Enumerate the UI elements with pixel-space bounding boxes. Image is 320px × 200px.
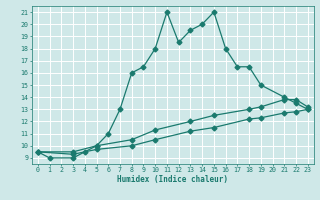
X-axis label: Humidex (Indice chaleur): Humidex (Indice chaleur) xyxy=(117,175,228,184)
